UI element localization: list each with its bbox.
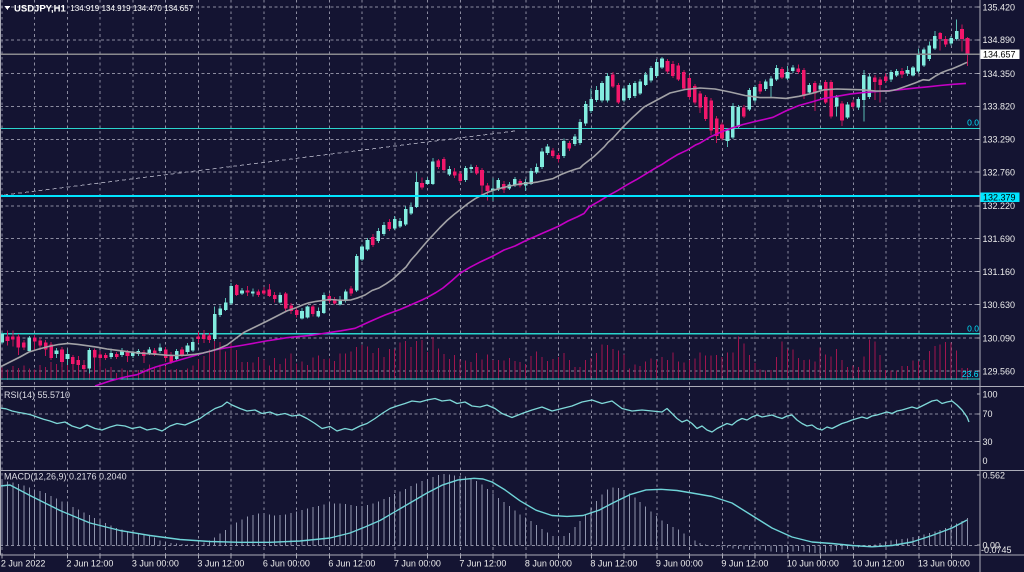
- svg-text:2 Jun 12:00: 2 Jun 12:00: [66, 559, 113, 569]
- svg-text:133.820: 133.820: [983, 102, 1016, 112]
- svg-text:131.690: 131.690: [983, 234, 1016, 244]
- svg-text:134.919: 134.919: [102, 4, 131, 13]
- svg-text:133.290: 133.290: [983, 135, 1016, 145]
- svg-text:134.657: 134.657: [983, 50, 1016, 60]
- svg-text:3 Jun 00:00: 3 Jun 00:00: [132, 559, 179, 569]
- svg-text:135.420: 135.420: [983, 2, 1016, 12]
- svg-text:130.630: 130.630: [983, 300, 1016, 310]
- svg-text:134.890: 134.890: [983, 35, 1016, 45]
- svg-text:9 Jun 00:00: 9 Jun 00:00: [656, 559, 703, 569]
- svg-text:134.657: 134.657: [164, 4, 193, 13]
- svg-text:0.0: 0.0: [967, 324, 979, 334]
- svg-text:7 Jun 00:00: 7 Jun 00:00: [394, 559, 441, 569]
- svg-text:10 Jun 00:00: 10 Jun 00:00: [787, 559, 839, 569]
- svg-text:0.562: 0.562: [983, 470, 1006, 480]
- svg-text:10 Jun 12:00: 10 Jun 12:00: [852, 559, 904, 569]
- svg-text:129.560: 129.560: [983, 366, 1016, 376]
- svg-text:131.160: 131.160: [983, 267, 1016, 277]
- svg-text:7 Jun 12:00: 7 Jun 12:00: [459, 559, 506, 569]
- svg-text:0.00: 0.00: [983, 540, 1001, 550]
- svg-text:70: 70: [983, 409, 993, 419]
- svg-text:23.6: 23.6: [962, 369, 979, 379]
- svg-text:-0.0745: -0.0745: [981, 545, 1012, 555]
- svg-text:132.760: 132.760: [983, 168, 1016, 178]
- svg-text:6 Jun 00:00: 6 Jun 00:00: [263, 559, 310, 569]
- svg-text:132.379: 132.379: [983, 193, 1016, 203]
- svg-text:3 Jun 12:00: 3 Jun 12:00: [197, 559, 244, 569]
- svg-text:6 Jun 12:00: 6 Jun 12:00: [328, 559, 375, 569]
- svg-text:0.0: 0.0: [967, 118, 979, 128]
- svg-text:8 Jun 12:00: 8 Jun 12:00: [590, 559, 637, 569]
- svg-text:0: 0: [983, 456, 988, 466]
- svg-text:100: 100: [983, 389, 998, 399]
- svg-text:130.090: 130.090: [983, 333, 1016, 343]
- svg-text:30: 30: [983, 437, 993, 447]
- svg-text:13 Jun 00:00: 13 Jun 00:00: [918, 559, 970, 569]
- svg-text:2 Jun 2022: 2 Jun 2022: [1, 559, 46, 569]
- svg-text:MACD(12,26,9) 0.2176 0.2040: MACD(12,26,9) 0.2176 0.2040: [4, 472, 127, 482]
- svg-text:RSI(14) 55.5710: RSI(14) 55.5710: [4, 390, 70, 400]
- svg-text:8 Jun 00:00: 8 Jun 00:00: [525, 559, 572, 569]
- svg-text:134.470: 134.470: [133, 4, 162, 13]
- svg-text:9 Jun 12:00: 9 Jun 12:00: [721, 559, 768, 569]
- svg-text:132.220: 132.220: [983, 201, 1016, 211]
- svg-text:134.919: 134.919: [70, 4, 99, 13]
- svg-text:USDJPY,H1: USDJPY,H1: [14, 3, 66, 14]
- svg-text:134.350: 134.350: [983, 69, 1016, 79]
